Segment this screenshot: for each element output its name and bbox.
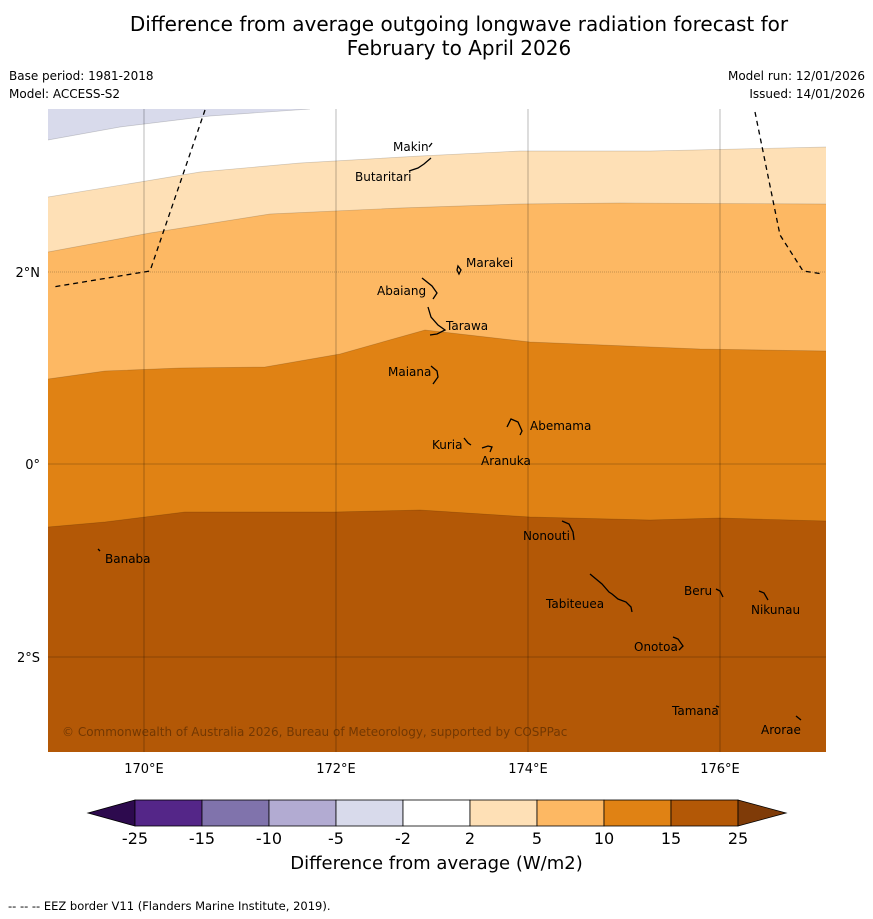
lon-label-174e: 174°E <box>508 762 548 777</box>
colorbar-tick: -2 <box>395 829 411 848</box>
lat-label-0: 0° <box>25 458 40 473</box>
island-labels: Makin Butaritari Marakei Abaiang Tarawa … <box>105 140 801 737</box>
island-label: Abemama <box>530 419 591 433</box>
marakei-outline <box>456 264 462 276</box>
tarawa-outline <box>427 306 447 336</box>
tamana-outline <box>715 705 720 708</box>
colorbar-tick: -25 <box>121 829 149 848</box>
nonouti-outline <box>561 520 575 541</box>
model-run: Model run: 12/01/2026 <box>727 69 865 83</box>
banaba-outline <box>97 548 101 552</box>
eez-border <box>52 109 824 288</box>
model-name: Model: ACCESS-S2 <box>9 87 121 101</box>
island-label: Nikunau <box>751 603 800 617</box>
island-label: Maiana <box>388 365 431 379</box>
colorbar-title: Difference from average (W/m2) <box>290 853 583 874</box>
meta-right: Model run: 12/01/2026 Issued: 14/01/2026 <box>728 67 865 103</box>
lat-label-2s: 2°S <box>17 651 40 666</box>
island-label: Tamana <box>671 704 719 718</box>
axis-labels: 170°E 172°E 174°E 176°E 2°N 0° 2°S <box>16 266 740 777</box>
island-label: Tarawa <box>445 319 488 333</box>
island-label: Beru <box>684 584 712 598</box>
colorbar-tick: 2 <box>464 829 476 848</box>
colorbar <box>86 799 788 827</box>
maiana-outline <box>430 365 439 385</box>
title-line-1: Difference from average outgoing longwav… <box>129 12 789 36</box>
island-label: Butaritari <box>355 170 412 184</box>
lon-label-170e: 170°E <box>124 762 164 777</box>
nikunau-outline <box>758 590 769 601</box>
map-title: Difference from average outgoing longwav… <box>0 12 873 60</box>
beru-outline <box>715 588 724 598</box>
butaritari-outline <box>408 157 432 172</box>
colorbar-tick: -15 <box>188 829 216 848</box>
issued-date: Issued: 14/01/2026 <box>749 87 865 101</box>
kuria-outline <box>463 437 472 446</box>
abemama-outline <box>506 418 523 436</box>
colorbar-bin <box>603 799 672 827</box>
colorbar-tick: 5 <box>531 829 543 848</box>
colorbar-tick: 15 <box>660 829 682 848</box>
band-minus5-minus2 <box>48 109 310 140</box>
colorbar-bin <box>335 799 404 827</box>
abaiang-outline <box>421 277 438 300</box>
colorbar-bin <box>536 799 605 827</box>
colorbar-bin <box>134 799 203 827</box>
makin-outline <box>428 142 433 148</box>
contour-lines <box>48 109 826 528</box>
lon-label-176e: 176°E <box>700 762 740 777</box>
aranuka-outline <box>481 445 493 453</box>
colorbar-bin <box>670 799 739 827</box>
gridlines <box>48 109 826 752</box>
band-minus2-2 <box>48 109 826 197</box>
arorae-outline <box>795 715 802 721</box>
copyright-notice: © Commonwealth of Australia 2026, Bureau… <box>62 725 567 739</box>
onotoa-outline <box>672 636 684 651</box>
island-label: Makin <box>393 140 429 154</box>
lat-label-2n: 2°N <box>16 266 41 281</box>
colorbar-bin <box>469 799 538 827</box>
lon-label-172e: 172°E <box>316 762 356 777</box>
colorbar-extend-below <box>86 799 136 827</box>
island-label: Kuria <box>432 438 463 452</box>
title-line-2: February to April 2026 <box>346 36 572 60</box>
colorbar-tick: -10 <box>255 829 283 848</box>
meta-left: Base period: 1981-2018 Model: ACCESS-S2 <box>9 67 154 103</box>
colorbar-bin <box>201 799 270 827</box>
island-label: Aranuka <box>481 454 531 468</box>
island-label: Onotoa <box>634 640 678 654</box>
eez-legend-footer: -- -- -- EEZ border V11 (Flanders Marine… <box>8 899 331 913</box>
island-label: Marakei <box>466 256 513 270</box>
colorbar-tick: 25 <box>727 829 749 848</box>
island-label: Abaiang <box>377 284 426 298</box>
map-plot-area: Makin Butaritari Marakei Abaiang Tarawa … <box>48 109 826 752</box>
colorbar-tick: -5 <box>328 829 344 848</box>
base-period: Base period: 1981-2018 <box>9 69 154 83</box>
island-outlines <box>97 142 802 721</box>
colorbar-bin <box>268 799 337 827</box>
colorbar-extend-above <box>737 799 788 827</box>
island-label: Banaba <box>105 552 151 566</box>
island-label: Arorae <box>761 723 801 737</box>
tabiteuea-outline <box>589 573 633 613</box>
island-label: Nonouti <box>523 529 570 543</box>
colorbar-bin <box>402 799 471 827</box>
colorbar-tick: 10 <box>593 829 615 848</box>
island-label: Tabiteuea <box>545 597 604 611</box>
